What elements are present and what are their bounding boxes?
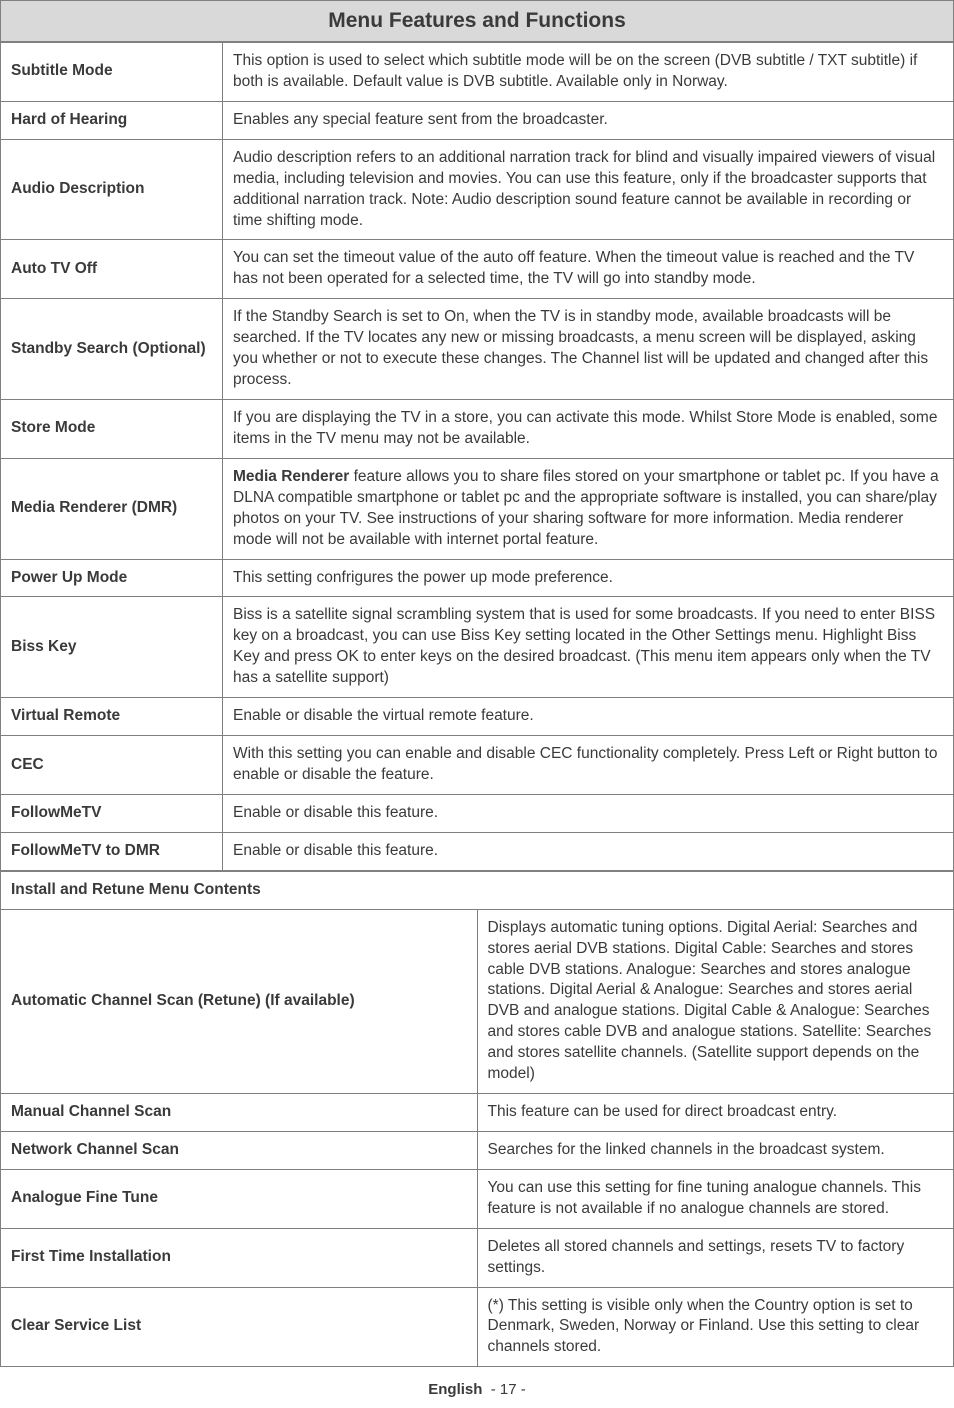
row-label: Standby Search (Optional)	[1, 299, 223, 400]
table-row: CECWith this setting you can enable and …	[1, 736, 954, 795]
row-desc: Enable or disable the virtual remote fea…	[223, 698, 954, 736]
row-desc: Media Renderer feature allows you to sha…	[223, 458, 954, 559]
page-footer: English - 17 -	[0, 1367, 954, 1408]
row-desc: You can set the timeout value of the aut…	[223, 240, 954, 299]
row-label: Subtitle Mode	[1, 43, 223, 102]
row-desc: Displays automatic tuning options. Digit…	[477, 909, 954, 1093]
table-row: Network Channel ScanSearches for the lin…	[1, 1131, 954, 1169]
row-desc: This setting confrigures the power up mo…	[223, 559, 954, 597]
row-label: Media Renderer (DMR)	[1, 458, 223, 559]
row-label: Power Up Mode	[1, 559, 223, 597]
row-desc: Biss is a satellite signal scrambling sy…	[223, 597, 954, 698]
row-desc: This feature can be used for direct broa…	[477, 1094, 954, 1132]
footer-page: - 17 -	[491, 1381, 526, 1398]
table-row: Analogue Fine TuneYou can use this setti…	[1, 1169, 954, 1228]
table-row: Store ModeIf you are displaying the TV i…	[1, 399, 954, 458]
table-row: Subtitle ModeThis option is used to sele…	[1, 43, 954, 102]
features-table-2: Install and Retune Menu Contents Automat…	[0, 871, 954, 1368]
row-desc: You can use this setting for fine tuning…	[477, 1169, 954, 1228]
table-row: Manual Channel ScanThis feature can be u…	[1, 1094, 954, 1132]
row-label: Store Mode	[1, 399, 223, 458]
table-row: FollowMeTVEnable or disable this feature…	[1, 794, 954, 832]
row-label: Network Channel Scan	[1, 1131, 478, 1169]
row-label: FollowMeTV to DMR	[1, 832, 223, 870]
row-desc: Enable or disable this feature.	[223, 794, 954, 832]
section-heading: Install and Retune Menu Contents	[1, 871, 954, 909]
table-row: Clear Service List(*) This setting is vi…	[1, 1287, 954, 1367]
table-row: Auto TV OffYou can set the timeout value…	[1, 240, 954, 299]
row-desc: Enables any special feature sent from th…	[223, 101, 954, 139]
row-label: Auto TV Off	[1, 240, 223, 299]
table-row: Media Renderer (DMR)Media Renderer featu…	[1, 458, 954, 559]
row-desc: This option is used to select which subt…	[223, 43, 954, 102]
row-desc: Searches for the linked channels in the …	[477, 1131, 954, 1169]
row-label: Virtual Remote	[1, 698, 223, 736]
features-table-1: Subtitle ModeThis option is used to sele…	[0, 42, 954, 871]
row-label: Hard of Hearing	[1, 101, 223, 139]
menu-header: Menu Features and Functions	[0, 0, 954, 42]
footer-lang: English	[428, 1381, 482, 1398]
row-desc: If the Standby Search is set to On, when…	[223, 299, 954, 400]
table-row: Standby Search (Optional)If the Standby …	[1, 299, 954, 400]
row-label: FollowMeTV	[1, 794, 223, 832]
row-desc: Enable or disable this feature.	[223, 832, 954, 870]
table-row: First Time InstallationDeletes all store…	[1, 1228, 954, 1287]
row-desc: Deletes all stored channels and settings…	[477, 1228, 954, 1287]
row-desc: (*) This setting is visible only when th…	[477, 1287, 954, 1367]
row-label: First Time Installation	[1, 1228, 478, 1287]
row-label: Biss Key	[1, 597, 223, 698]
table-row: Power Up ModeThis setting confrigures th…	[1, 559, 954, 597]
row-label: CEC	[1, 736, 223, 795]
table-row: FollowMeTV to DMREnable or disable this …	[1, 832, 954, 870]
table-row: Automatic Channel Scan (Retune) (If avai…	[1, 909, 954, 1093]
row-desc: If you are displaying the TV in a store,…	[223, 399, 954, 458]
row-desc: With this setting you can enable and dis…	[223, 736, 954, 795]
row-label: Manual Channel Scan	[1, 1094, 478, 1132]
row-label: Clear Service List	[1, 1287, 478, 1367]
row-desc: Audio description refers to an additiona…	[223, 139, 954, 240]
row-label: Automatic Channel Scan (Retune) (If avai…	[1, 909, 478, 1093]
table-row: Audio DescriptionAudio description refer…	[1, 139, 954, 240]
table-row: Biss KeyBiss is a satellite signal scram…	[1, 597, 954, 698]
table-row: Virtual RemoteEnable or disable the virt…	[1, 698, 954, 736]
table-row: Hard of HearingEnables any special featu…	[1, 101, 954, 139]
row-label: Analogue Fine Tune	[1, 1169, 478, 1228]
row-label: Audio Description	[1, 139, 223, 240]
section-heading-row: Install and Retune Menu Contents	[1, 871, 954, 909]
